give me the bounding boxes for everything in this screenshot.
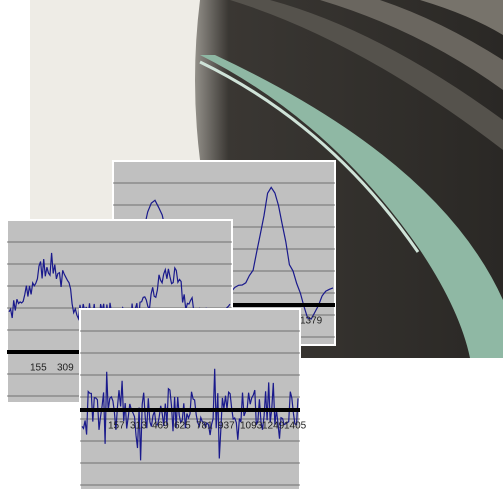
tick-label: 1093	[240, 421, 263, 432]
tick-label: 157	[108, 421, 125, 432]
tick-label: 1249	[262, 421, 285, 432]
tick-label: 313	[130, 421, 147, 432]
tick-label: 625	[174, 421, 191, 432]
tick-label: 1405	[284, 421, 307, 432]
baseline	[80, 408, 300, 412]
scene: 1379155309463157313469625781937109312491…	[0, 0, 503, 492]
tick-label: 309	[57, 363, 74, 374]
tick-label: 1379	[300, 316, 323, 327]
tick-label: 155	[30, 363, 47, 374]
tick-label: 781	[196, 421, 213, 432]
tick-label: 937	[218, 421, 235, 432]
tick-label: 469	[152, 421, 169, 432]
